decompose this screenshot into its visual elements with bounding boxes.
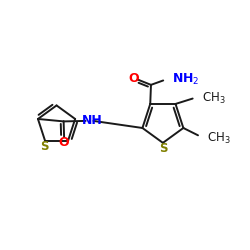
Text: S: S: [40, 140, 49, 153]
Text: NH: NH: [82, 114, 103, 127]
Text: CH$_3$: CH$_3$: [207, 131, 231, 146]
Text: CH$_3$: CH$_3$: [202, 90, 226, 106]
Text: O: O: [59, 136, 70, 149]
Text: NH$_2$: NH$_2$: [172, 72, 200, 87]
Text: O: O: [128, 72, 139, 85]
Text: S: S: [159, 142, 167, 155]
